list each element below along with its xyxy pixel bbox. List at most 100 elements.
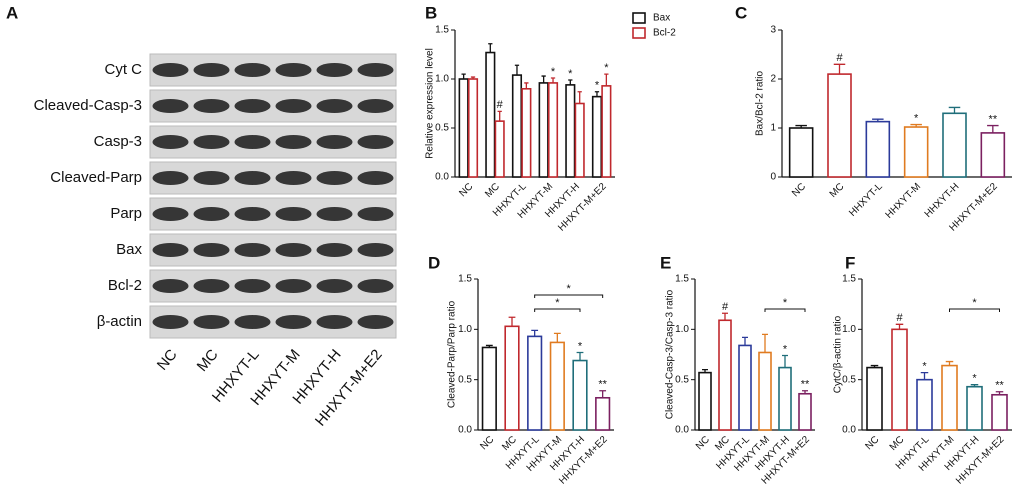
bar (738, 344, 752, 431)
bar (527, 335, 543, 431)
blot-band (234, 171, 271, 185)
y-tick-label: 1.0 (458, 324, 472, 335)
error-bar (987, 124, 999, 133)
bar (547, 82, 559, 178)
blot-band (193, 243, 230, 257)
x-tick-label: MC (888, 434, 907, 453)
y-tick-label: 0 (770, 172, 776, 183)
y-tick-label: 2 (770, 74, 776, 85)
blot-strip (149, 305, 397, 339)
bar (966, 385, 983, 431)
panel-letter: C (735, 3, 747, 22)
x-tick-label: NC (478, 434, 496, 452)
error-bar (920, 371, 929, 380)
comparison-label: * (783, 297, 788, 309)
error-bar (995, 391, 1004, 395)
error-bar (531, 329, 539, 337)
blot-strip (149, 125, 397, 159)
blot-band (193, 207, 230, 221)
blot-band (193, 171, 230, 185)
error-bar (872, 118, 884, 122)
bar (865, 120, 891, 178)
blot-band (316, 171, 353, 185)
blot-band (152, 171, 189, 185)
blot-band (316, 99, 353, 113)
panel-letter: F (845, 253, 855, 272)
bar (467, 78, 479, 178)
y-tick-label: 1.0 (435, 74, 449, 85)
panel-letter: D (428, 253, 440, 272)
blot-band (357, 171, 394, 185)
error-bar (488, 43, 493, 53)
significance-mark: * (783, 343, 788, 355)
significance-mark: * (578, 340, 583, 352)
bar (511, 74, 523, 178)
bar (538, 82, 549, 178)
blot-row-label: Cleaved-Parp (50, 169, 142, 186)
blot-band (275, 171, 312, 185)
significance-mark: * (972, 373, 977, 385)
y-tick-label: 0.5 (458, 374, 472, 385)
blot-band (234, 99, 271, 113)
blot-band (152, 207, 189, 221)
comparison-bracket (534, 294, 604, 298)
y-tick-label: 1.0 (842, 324, 856, 335)
bar (698, 371, 712, 431)
error-bar (514, 64, 520, 76)
x-tick-label: HHXYT-L (847, 181, 885, 219)
bar (595, 396, 611, 431)
error-bar (782, 354, 788, 368)
blot-row-label: Cyt C (105, 61, 143, 78)
significance-mark: # (836, 52, 843, 64)
lane-label: NC (154, 346, 181, 374)
blot-band (275, 63, 312, 77)
bar (866, 366, 883, 431)
y-axis-label: Cleaved-Casp-3/Casp-3 ratio (665, 289, 676, 419)
bar (788, 127, 814, 178)
blot-strip (149, 197, 397, 231)
bar (798, 392, 812, 431)
blot-band (316, 135, 353, 149)
y-tick-label: 1.0 (675, 324, 689, 335)
x-tick-label: HHXYT-H (923, 181, 962, 220)
error-bar (553, 332, 561, 343)
y-tick-label: 0.0 (458, 425, 472, 436)
error-bar (461, 73, 466, 79)
bar (891, 328, 908, 431)
y-tick-label: 0.5 (842, 374, 856, 385)
significance-mark: ** (995, 380, 1004, 392)
blot-row-label: Cleaved-Casp-3 (34, 97, 142, 114)
blot-strip (149, 53, 397, 87)
blot-band (152, 135, 189, 149)
blot-row-label: Parp (110, 205, 142, 222)
error-bar (470, 76, 476, 79)
error-bar (497, 110, 502, 122)
blot-band (275, 279, 312, 293)
bar (718, 319, 732, 431)
bar (758, 351, 772, 431)
significance-mark: * (604, 62, 609, 74)
bar (601, 85, 612, 178)
blot-band (152, 279, 189, 293)
x-tick-label: HHXYT-M (884, 181, 924, 221)
blot-band (234, 135, 271, 149)
y-tick-label: 1.5 (842, 274, 856, 285)
significance-mark: ** (989, 113, 998, 125)
x-tick-label: NC (457, 181, 475, 199)
x-tick-label: MC (500, 434, 519, 453)
error-bar (568, 79, 573, 85)
y-axis-label: CytC/β-actin ratio (833, 315, 844, 393)
error-bar (594, 91, 600, 97)
blot-band (357, 243, 394, 257)
blot-band (357, 99, 394, 113)
x-tick-label: NC (694, 434, 712, 452)
error-bar (742, 336, 748, 346)
legend-label: Bax (653, 13, 670, 24)
blot-band (152, 63, 189, 77)
error-bar (802, 390, 808, 394)
error-bar (795, 124, 807, 128)
x-tick-label: NC (863, 434, 881, 452)
significance-mark: # (497, 99, 504, 111)
blot-band (316, 207, 353, 221)
